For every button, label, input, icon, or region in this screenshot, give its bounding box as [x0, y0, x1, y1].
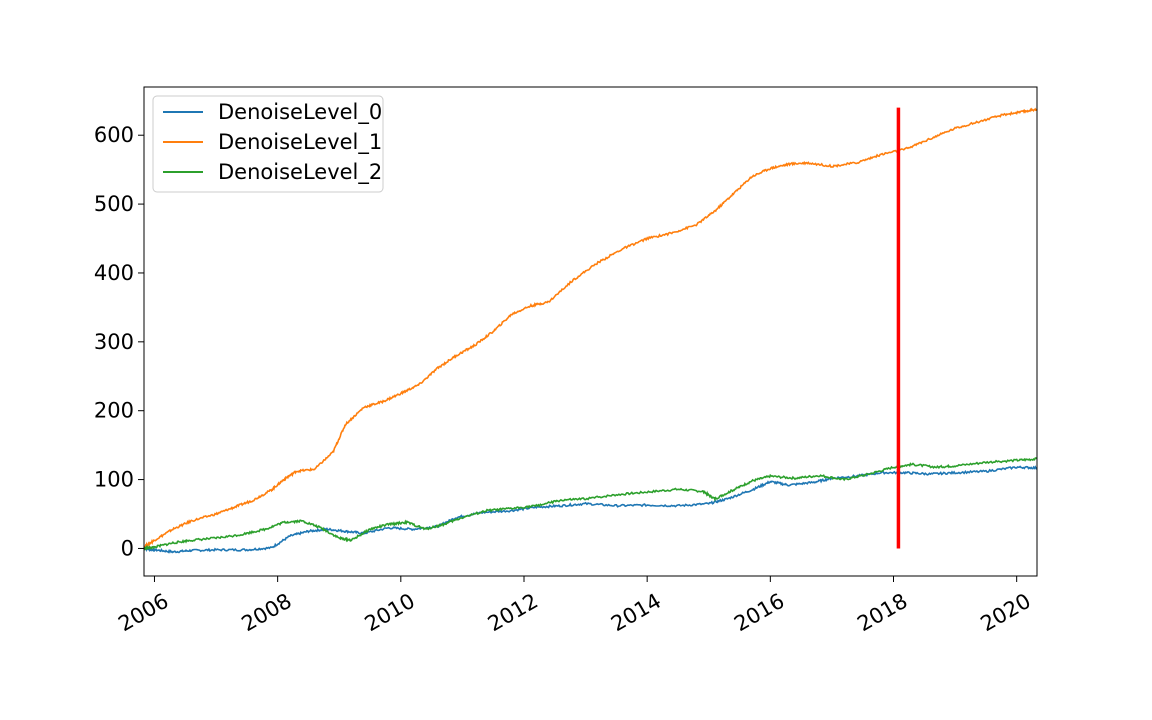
- x-tick: 2012: [484, 576, 542, 636]
- y-tick: 500: [94, 192, 144, 216]
- y-tick: 400: [94, 261, 144, 285]
- y-tick: 300: [94, 330, 144, 354]
- legend-label: DenoiseLevel_0: [218, 100, 382, 125]
- y-tick-label: 300: [94, 330, 134, 354]
- legend-label: DenoiseLevel_1: [218, 130, 382, 155]
- x-tick-label: 2016: [730, 589, 788, 637]
- x-tick: 2008: [237, 576, 296, 637]
- x-tick-label: 2020: [976, 589, 1034, 637]
- series-line-denoiselevel-2: [143, 457, 1038, 551]
- x-tick-label: 2012: [484, 589, 542, 637]
- y-tick: 200: [94, 399, 144, 423]
- y-tick-label: 100: [94, 468, 134, 492]
- x-tick-label: 2010: [361, 589, 419, 637]
- y-tick-label: 0: [121, 536, 134, 560]
- x-tick: 2010: [361, 576, 419, 636]
- y-tick: 600: [94, 123, 144, 147]
- x-axis: 2006 2008 2010 2012 2014 2016 2018 2020: [114, 576, 1035, 637]
- series-line-denoiselevel-0: [143, 465, 1038, 554]
- x-tick-label: 2006: [114, 589, 172, 637]
- x-tick-label: 2008: [237, 589, 295, 637]
- y-tick-label: 500: [94, 192, 134, 216]
- y-tick: 0: [121, 536, 144, 560]
- legend-entry: DenoiseLevel_2: [163, 160, 382, 185]
- x-tick: 2016: [730, 576, 788, 636]
- x-tick: 2018: [853, 576, 912, 637]
- x-tick: 2006: [114, 576, 173, 637]
- series-layer: [143, 107, 1038, 554]
- x-tick-label: 2018: [853, 589, 911, 637]
- legend-label: DenoiseLevel_2: [218, 160, 382, 185]
- y-tick: 100: [94, 468, 144, 492]
- legend-box: [152, 95, 384, 193]
- y-tick-label: 600: [94, 123, 134, 147]
- y-axis: 0 100 200 300 400 500 600: [94, 123, 144, 560]
- legend-entry: DenoiseLevel_1: [163, 130, 382, 155]
- y-tick-label: 400: [94, 261, 134, 285]
- series-line-denoiselevel-1: [143, 107, 1038, 550]
- y-tick-label: 200: [94, 399, 134, 423]
- x-tick-label: 2014: [607, 589, 665, 637]
- x-tick: 2014: [607, 576, 665, 636]
- plot-frame: [143, 86, 1038, 577]
- legend: DenoiseLevel_0 DenoiseLevel_1 DenoiseLev…: [152, 95, 384, 193]
- x-tick: 2020: [976, 576, 1035, 637]
- legend-entry: DenoiseLevel_0: [163, 100, 382, 125]
